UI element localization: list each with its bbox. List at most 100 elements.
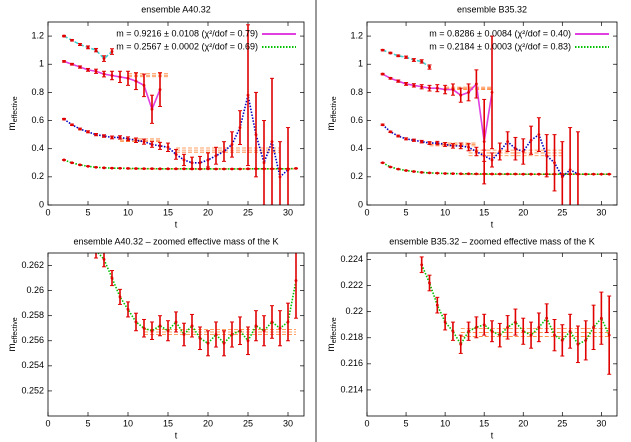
point [86,130,90,134]
point [174,320,178,324]
point [381,161,385,165]
point [404,137,408,141]
point [206,341,210,345]
y-label-sub: effective [331,96,338,122]
point [270,167,274,171]
point [94,48,98,52]
point [584,338,588,342]
point [86,45,90,49]
point [142,83,146,87]
y-tick-label: 0.2 [350,171,363,181]
point [102,166,106,170]
point [396,134,400,138]
point [102,57,106,60]
point [553,333,556,337]
point [254,133,258,137]
point [389,51,392,55]
y-tick-label: 0.6 [31,115,44,125]
y-label-sub: effective [331,317,338,343]
point [142,140,146,144]
y-tick-label: 0.26 [26,285,44,295]
point [238,329,242,333]
point [568,172,572,176]
point [270,320,274,324]
y-label-sub: effective [12,317,19,343]
point [150,143,154,146]
point [246,339,250,343]
panel: ensemble B35.32 t meffective 0 5 10 15 20 25 30 0 0… [326,4,618,229]
point [560,175,564,179]
chart-title: ensemble B35.32 – zoomed effective mass … [389,236,594,246]
point [389,165,392,169]
y-tick-label: 0.256 [21,335,44,345]
y-tick-label: 0.222 [340,280,363,290]
point [467,172,470,176]
plot-area [62,24,298,205]
point [412,170,416,173]
point [474,325,478,329]
y-axis-label: meffective [326,317,338,351]
point [62,60,66,63]
point [443,88,447,91]
y-label-main: m [7,343,18,351]
point [560,338,564,342]
point [206,167,210,171]
point [102,134,106,138]
y-tick-label: 0.254 [21,360,44,370]
point [62,34,66,38]
point [576,342,580,346]
x-tick-label: 15 [479,207,489,217]
legend-label: m = 0.9216 ± 0.0108 (χ²/dof = 0.79) [116,28,258,38]
point [412,58,416,62]
panel: ensemble B35.32 – zoomed effective mass … [326,236,618,440]
chart-title: ensemble A40.32 – zoomed effective mass … [74,236,279,246]
point [278,326,282,330]
y-axis-label: meffective [326,96,338,130]
x-tick-label: 0 [364,418,369,428]
x-tick-label: 20 [518,207,528,217]
y-tick-label: 1.2 [350,30,363,40]
point [482,172,486,176]
y-tick-label: 1 [358,59,363,69]
y-tick-label: 0.224 [340,254,363,264]
point [545,172,549,176]
x-axis-label: t [491,430,494,440]
point [474,172,478,176]
point [435,171,439,175]
point [607,172,611,176]
point [158,167,162,171]
x-axis-label: t [491,219,494,229]
x-tick-label: 0 [364,207,369,217]
point [459,342,463,346]
point [474,82,478,86]
point [412,83,416,87]
point [86,164,90,168]
point [396,54,400,58]
point [435,303,439,307]
legend-label: m = 0.8286 ± 0.0084 (χ²/dof = 0.40) [429,28,571,38]
point [467,90,470,94]
point [420,140,424,144]
point [158,88,162,91]
point [110,276,114,280]
y-label-main: m [7,122,18,130]
y-axis-label: meffective [7,96,19,130]
point [174,167,178,171]
x-tick-label: 10 [440,418,450,428]
x-tick-label: 5 [404,207,409,217]
legend-label: m = 0.2184 ± 0.0003 (χ²/dof = 0.83) [429,41,571,51]
point [95,249,98,252]
chart-title: ensemble B35.32 [457,4,527,14]
y-tick-label: 0.4 [31,143,44,153]
x-tick-label: 0 [45,207,50,217]
point [568,329,572,333]
point [584,172,588,176]
point [246,167,250,171]
point [459,172,463,176]
point [254,324,258,328]
point [404,82,408,86]
point [94,133,98,137]
point [166,329,170,333]
point [118,136,122,139]
x-tick-label: 20 [518,418,528,428]
